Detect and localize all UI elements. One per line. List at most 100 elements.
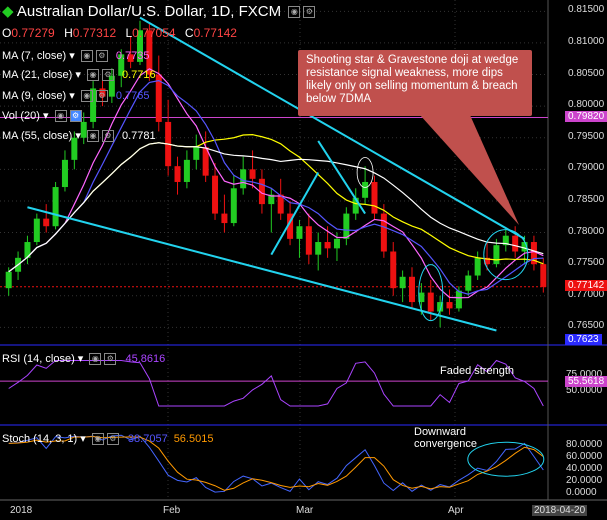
candle [155, 74, 162, 122]
stoch-tick: 40.0000 [566, 463, 603, 474]
price-tick: 0.76500 [568, 320, 605, 332]
candle [221, 213, 228, 224]
bottom-circle [418, 264, 444, 322]
ma55-line [8, 142, 544, 273]
ma7-line [8, 68, 544, 299]
candle [240, 169, 247, 189]
candle [324, 242, 331, 249]
candle [502, 235, 509, 246]
stoch-d-value: 56.5015 [173, 433, 214, 445]
candle [24, 242, 31, 258]
candle [390, 251, 397, 289]
candle [174, 166, 181, 182]
candle [343, 213, 350, 239]
candle [305, 226, 312, 255]
shooting-star-circle [356, 157, 374, 188]
pullback-arrow [317, 140, 366, 215]
open-value: 0.77279 [11, 26, 55, 40]
candle [530, 242, 537, 265]
candle [249, 169, 256, 179]
candle [99, 88, 106, 97]
candle [80, 121, 87, 138]
candle [287, 213, 294, 239]
stoch-header[interactable]: Stoch (14, 3, 1) ▾ ◉ ⚙ 38.7057 56.5015 [2, 433, 214, 446]
price-tick: 0.80000 [568, 99, 605, 111]
indicator-ma7[interactable]: MA (7, close) ▾ ◉ ⚙ 0.7735 [2, 50, 150, 63]
candle [512, 235, 519, 252]
candle [52, 187, 59, 227]
price-tick: 0.81000 [568, 35, 605, 47]
candle [427, 292, 434, 312]
indicator-ma21[interactable]: MA (21, close) ▾ ◉ ⚙ 0.7716 [2, 69, 156, 82]
stoch-tick: 0.0000 [566, 487, 597, 498]
candle [474, 257, 481, 276]
bottom-price-tag: 0.7623 [565, 334, 602, 345]
rsi-value: 45.8616 [125, 353, 166, 365]
stoch-d-line [8, 436, 544, 491]
eye-icon[interactable]: ◉ [288, 6, 301, 19]
rsi-header[interactable]: RSI (14, close) ▾ ◉ ⚙ 45.8616 [2, 353, 166, 366]
resistance-tag: 0.79820 [565, 110, 607, 122]
stoch-tick: 60.0000 [566, 451, 603, 462]
candle [540, 264, 547, 287]
candle [193, 147, 200, 160]
indicator-ma9[interactable]: MA (9, close) ▾ ◉ ⚙ 0.7765 [2, 90, 150, 103]
settings-icon[interactable]: ⚙ [303, 6, 316, 19]
candle [296, 226, 303, 239]
rally-line [270, 172, 320, 256]
rsi-tick: 75.0000 [566, 369, 603, 380]
candle [230, 188, 237, 224]
candle [333, 238, 340, 249]
price-tick: 0.77000 [568, 288, 605, 300]
candle [352, 197, 359, 214]
candle [183, 159, 190, 182]
candle [146, 30, 153, 75]
price-tick: 0.78000 [568, 225, 605, 237]
rsi-tick: 50.0000 [566, 385, 603, 396]
candle [118, 54, 125, 76]
analysis-callout: Shooting star & Gravestone doji at wedge… [298, 50, 532, 116]
candle [521, 242, 528, 252]
price-tick: 0.79500 [568, 130, 605, 142]
candle [380, 213, 387, 252]
date-tick: 2018 [10, 505, 33, 516]
stoch-k-value: 38.7057 [127, 433, 168, 445]
wedge-upper-trendline [139, 16, 526, 240]
candle [268, 194, 275, 205]
candle [108, 75, 115, 97]
candle [277, 194, 284, 214]
candle [5, 271, 12, 289]
candle [90, 88, 97, 122]
candle [399, 276, 406, 289]
candle [61, 159, 68, 188]
rsi-line [8, 359, 544, 407]
rsi-level-tag: 55.5618 [565, 376, 607, 387]
candle [437, 302, 444, 312]
candle [43, 218, 50, 227]
indicator-ma55[interactable]: MA (55, close) ▾ ◉ ⚙ 0.7781 [2, 130, 156, 143]
callout-pointer [420, 115, 519, 225]
price-tick: 0.77500 [568, 257, 605, 269]
candle [418, 292, 425, 303]
price-tick: 0.80500 [568, 67, 605, 79]
price-tick: 0.78500 [568, 193, 605, 205]
candle [362, 181, 369, 198]
expand-icon[interactable]: ◆ [2, 3, 14, 20]
candle [212, 175, 219, 214]
chart-title: ◆ Australian Dollar/U.S. Dollar, 1D, FXC… [2, 2, 316, 20]
rsi-note: Faded strength [440, 365, 514, 377]
indicator-vol[interactable]: Vol (20) ▾ ◉ ⚙ [2, 109, 82, 123]
date-tick: Feb [163, 505, 181, 516]
stoch-tick: 80.0000 [566, 439, 603, 450]
candle [33, 218, 40, 243]
candle [371, 181, 378, 214]
candle [127, 54, 134, 62]
date-tick: 2018-04-20 [532, 505, 588, 516]
candle [408, 276, 416, 303]
candle [315, 242, 322, 255]
candle [136, 30, 144, 62]
close-value: 0.77142 [193, 26, 237, 40]
candle [258, 178, 265, 205]
price-tick: 0.79000 [568, 162, 605, 174]
ohlc-readout: O0.77279 H0.77312 L0.77054 C0.77142 [2, 26, 237, 40]
